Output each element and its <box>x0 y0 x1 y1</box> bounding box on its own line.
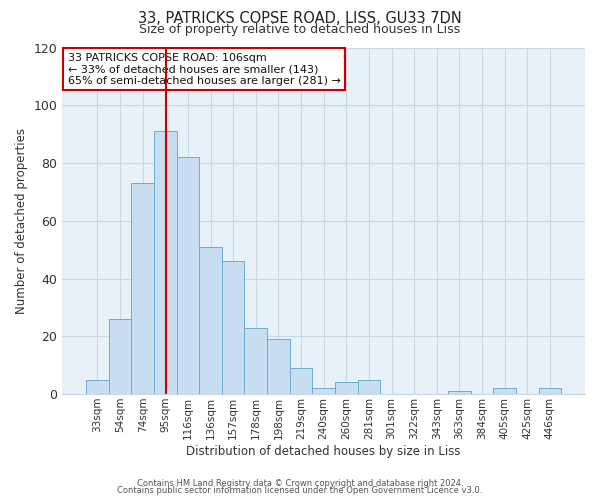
Y-axis label: Number of detached properties: Number of detached properties <box>15 128 28 314</box>
Bar <box>86 380 109 394</box>
Text: 33, PATRICKS COPSE ROAD, LISS, GU33 7DN: 33, PATRICKS COPSE ROAD, LISS, GU33 7DN <box>138 11 462 26</box>
Bar <box>154 131 176 394</box>
Bar <box>131 183 154 394</box>
Bar <box>290 368 313 394</box>
Bar <box>539 388 561 394</box>
Bar <box>358 380 380 394</box>
Text: Contains HM Land Registry data © Crown copyright and database right 2024.: Contains HM Land Registry data © Crown c… <box>137 478 463 488</box>
Text: Contains public sector information licensed under the Open Government Licence v3: Contains public sector information licen… <box>118 486 482 495</box>
Bar <box>448 391 471 394</box>
Text: Size of property relative to detached houses in Liss: Size of property relative to detached ho… <box>139 22 461 36</box>
Bar <box>109 319 131 394</box>
Text: 33 PATRICKS COPSE ROAD: 106sqm
← 33% of detached houses are smaller (143)
65% of: 33 PATRICKS COPSE ROAD: 106sqm ← 33% of … <box>68 52 340 86</box>
Bar <box>267 339 290 394</box>
Bar <box>493 388 516 394</box>
Bar <box>244 328 267 394</box>
Bar <box>176 157 199 394</box>
Bar <box>313 388 335 394</box>
Bar <box>335 382 358 394</box>
Bar <box>222 261 244 394</box>
Bar <box>199 247 222 394</box>
X-axis label: Distribution of detached houses by size in Liss: Distribution of detached houses by size … <box>187 444 461 458</box>
